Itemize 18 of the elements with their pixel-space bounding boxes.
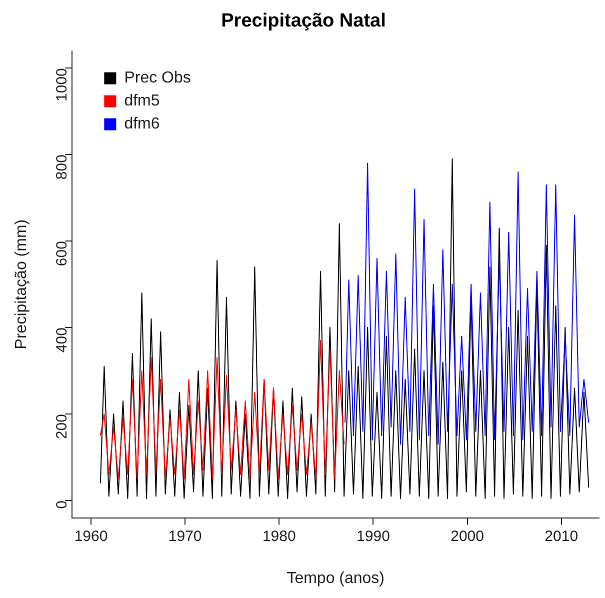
y-tick-label: 1000 [53, 68, 70, 102]
x-tick-label: 2000 [450, 528, 484, 545]
y-tick-label: 200 [53, 414, 70, 440]
x-axis-title: Tempo (anos) [286, 570, 385, 587]
legend-label: dfm5 [124, 92, 160, 110]
x-tick-label: 2010 [544, 528, 578, 545]
y-tick-label: 400 [53, 328, 70, 353]
x-tick-label: 1990 [356, 528, 390, 545]
chart-title: Precipitação Natal [221, 10, 386, 32]
legend-label: Prec Obs [124, 70, 191, 87]
x-tick-label: 1980 [262, 528, 296, 545]
y-tick-label: 800 [53, 154, 70, 180]
y-axis-title: Precipitação (mm) [13, 219, 30, 350]
y-tick-label: 0 [53, 500, 70, 509]
x-tick-label: 1970 [168, 528, 202, 545]
y-tick-label: 600 [53, 241, 70, 266]
legend-label: dfm6 [124, 116, 160, 133]
x-tick-label: 1960 [74, 528, 108, 545]
